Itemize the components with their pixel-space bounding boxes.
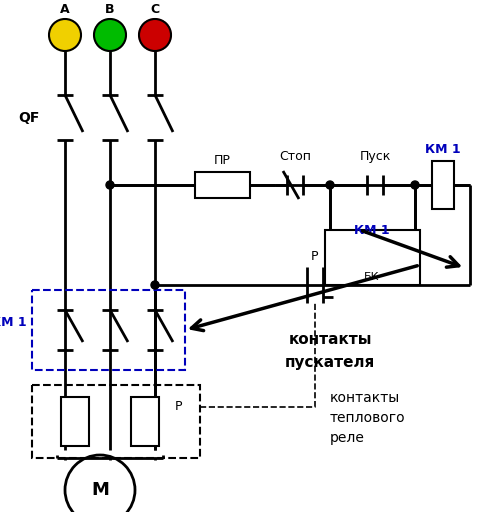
Circle shape: [106, 181, 114, 189]
Text: КМ 1: КМ 1: [425, 143, 461, 156]
Text: реле: реле: [330, 431, 365, 445]
Text: ПР: ПР: [214, 154, 231, 167]
Text: QF: QF: [18, 111, 40, 124]
Bar: [131, 397, 159, 446]
Circle shape: [326, 181, 334, 189]
Text: Пуск: Пуск: [360, 150, 390, 163]
Bar: [432, 161, 454, 209]
Text: теплового: теплового: [330, 411, 406, 425]
Text: КМ 1: КМ 1: [0, 315, 27, 329]
Bar: [61, 397, 89, 446]
Bar: [32, 290, 185, 370]
Circle shape: [151, 281, 159, 289]
Bar: [325, 230, 420, 285]
Circle shape: [49, 19, 81, 51]
Text: Стоп: Стоп: [279, 150, 311, 163]
Text: Р: Р: [175, 400, 182, 414]
Circle shape: [94, 19, 126, 51]
Text: М: М: [91, 481, 109, 499]
Text: контакты: контакты: [330, 391, 400, 405]
Text: пускателя: пускателя: [285, 354, 375, 370]
Text: КМ 1: КМ 1: [354, 224, 390, 237]
Bar: [195, 172, 250, 198]
Text: C: C: [150, 3, 160, 16]
Text: B: B: [105, 3, 115, 16]
Bar: [32, 385, 200, 458]
Circle shape: [139, 19, 171, 51]
Circle shape: [411, 181, 419, 189]
Text: Р: Р: [311, 250, 319, 263]
Text: контакты: контакты: [288, 332, 372, 348]
Text: A: A: [60, 3, 70, 16]
Text: БК: БК: [364, 272, 380, 282]
